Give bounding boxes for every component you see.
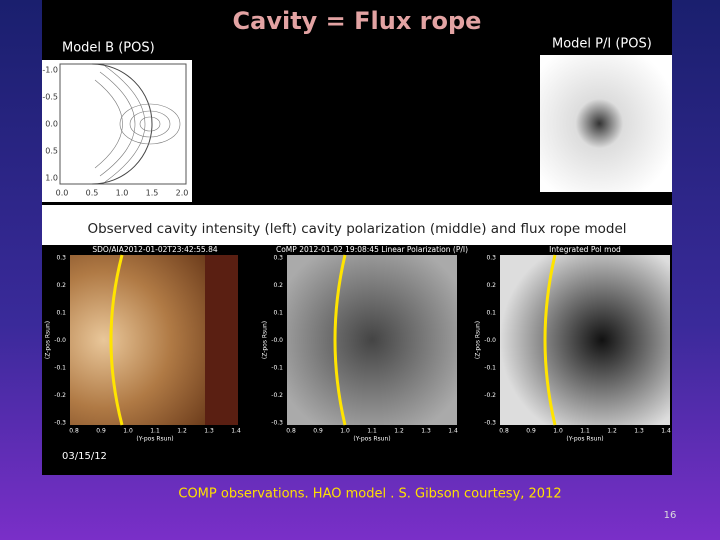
panel-xtick: 0.9 [313,428,323,435]
panel-ytick: 0.2 [486,282,496,289]
panel-ylabel: (Z-pos Rsun) [475,321,482,359]
model-b-xtick: 1.5 [146,189,159,198]
panel-ylabel: (Z-pos Rsun) [45,321,52,359]
model-b-xtick: 2.0 [176,189,189,198]
panel-xtick: 1.1 [580,428,590,435]
panel-xtick: 0.9 [526,428,536,435]
panel-xtick: 1.3 [421,428,431,435]
panel-ytick: -0.0 [271,337,283,344]
panel-ytick: -0.2 [54,392,66,399]
panel-ytick: -0.1 [484,365,496,372]
panel-ylabel: (Z-pos Rsun) [262,321,269,359]
panel-xlabel: (Y-pos Rsun) [136,436,173,443]
model-pi-image [540,55,672,192]
panel-ytick: 0.3 [273,255,283,262]
date: 03/15/12 [62,451,107,462]
panel-ytick: -0.0 [484,337,496,344]
panel-ytick: -0.1 [271,365,283,372]
caption: COMP observations. HAO model . S. Gibson… [178,487,561,502]
panel-xtick: 1.4 [661,428,671,435]
model-b-xtick: 0.0 [56,189,69,198]
model-b-ytick: -0.5 [42,93,58,102]
panel-header: SDO/AIA2012-01-02T23:42:55.84 [92,245,217,254]
panel-xtick: 1.1 [367,428,377,435]
panel-xtick: 1.2 [607,428,617,435]
panel-xtick: 0.9 [96,428,106,435]
panel-ytick: 0.2 [56,282,66,289]
panel-xtick: 1.2 [177,428,187,435]
panel-ytick: 0.3 [56,255,66,262]
panel-header: CoMP 2012-01-02 19:08:45 Linear Polariza… [276,245,468,254]
panel-xlabel: (Y-pos Rsun) [566,436,603,443]
panel-xtick: 1.1 [150,428,160,435]
panel-xtick: 1.0 [553,428,563,435]
panel-xtick: 1.4 [231,428,241,435]
panel-xtick: 1.3 [634,428,644,435]
panel-xtick: 1.4 [448,428,458,435]
panel-ytick: 0.1 [273,310,283,317]
panel-ytick: 0.1 [56,310,66,317]
panel-images [70,254,670,426]
model-b-ytick: 0.5 [45,147,58,156]
panel-ytick: -0.1 [54,365,66,372]
panel-ytick: -0.3 [484,420,496,427]
model-b-label: Model B (POS) [62,41,155,56]
panel-ytick: 0.1 [486,310,496,317]
model-b-xtick: 1.0 [116,189,129,198]
title: Cavity = Flux rope [233,7,482,35]
model-b-ytick: 0.0 [45,120,58,129]
panel-header: Integrated Pol mod [549,245,621,254]
panel-xtick: 1.2 [394,428,404,435]
panel-ytick: -0.2 [484,392,496,399]
panel-ytick: -0.3 [271,420,283,427]
panel-xlabel: (Y-pos Rsun) [353,436,390,443]
model-b-ytick: 1.0 [45,174,58,183]
panel-ytick: -0.0 [54,337,66,344]
panel-ytick: 0.3 [486,255,496,262]
observed-heading: Observed cavity intensity (left) cavity … [87,221,626,237]
panel-xtick: 0.8 [499,428,509,435]
page-number: 16 [664,510,677,521]
panel-xtick: 0.8 [286,428,296,435]
heading-band [42,205,672,245]
panel-xtick: 0.8 [69,428,79,435]
panel-ytick: -0.3 [54,420,66,427]
panel-xtick: 1.3 [204,428,214,435]
model-b-ytick: -1.0 [42,66,58,75]
panel-ytick: -0.2 [271,392,283,399]
panel-xtick: 1.0 [123,428,133,435]
panel-xtick: 1.0 [340,428,350,435]
model-pi-label: Model P/I (POS) [552,37,652,52]
panel-ytick: 0.2 [273,282,283,289]
model-b-xtick: 0.5 [86,189,99,198]
model-b-plot [42,60,192,202]
